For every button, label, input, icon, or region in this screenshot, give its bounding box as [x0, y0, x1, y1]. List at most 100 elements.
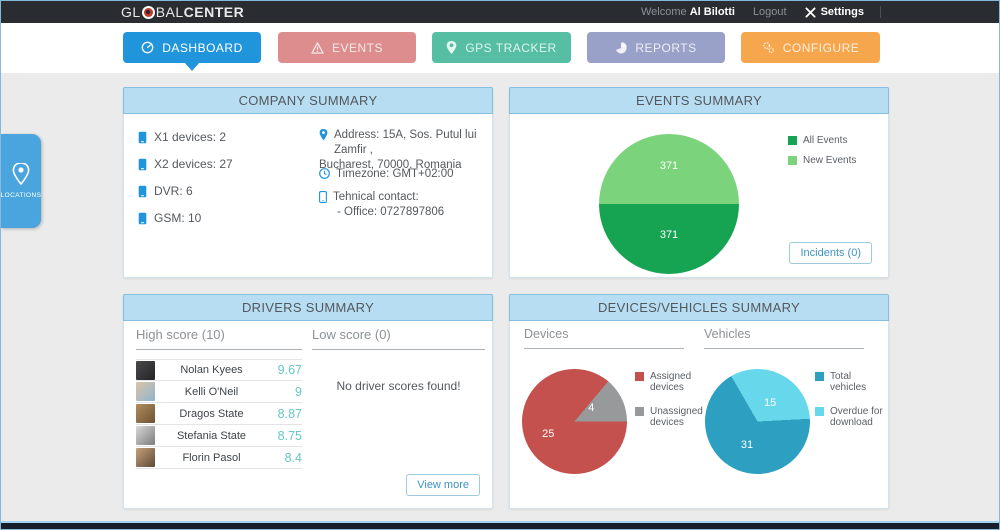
company-item-gsm: GSM: 10	[138, 211, 201, 225]
unassigned-devices-value: 4	[588, 401, 595, 414]
view-more-button[interactable]: View more	[406, 474, 480, 496]
driver-name: Nolan Kyees	[180, 364, 243, 376]
devices-header: Devices	[524, 327, 684, 349]
assigned-devices-label: Assigned devices	[650, 371, 692, 393]
top-bar: GL BAL CENTER Welcome Al Bilotti Logout …	[1, 1, 999, 23]
driver-name: Florin Pasol	[182, 451, 241, 464]
legend-unassigned-devices: Unassigned devices	[635, 406, 706, 428]
driver-row[interactable]: Florin Pasol 8.4	[136, 447, 302, 469]
device-icon	[138, 185, 147, 198]
nav-events-button[interactable]: EVENTS	[278, 32, 416, 63]
company-item-x1: X1 devices: 2	[138, 130, 226, 144]
company-item-x2: X2 devices: 27	[138, 157, 233, 171]
legend-assigned-devices: Assigned devices	[635, 371, 706, 393]
timezone-text: Timezone: GMT+02:00	[336, 168, 454, 180]
new-events-value: 371	[659, 160, 679, 173]
nav-configure-button[interactable]: CONFIGURE	[741, 32, 880, 63]
all-events-label: All Events	[803, 135, 848, 146]
contact-office: - Office: 0727897806	[337, 206, 445, 218]
incidents-button[interactable]: Incidents (0)	[789, 242, 872, 264]
welcome-text: Welcome Al Bilotti	[641, 6, 735, 18]
devices-pie-chart: 25 4	[522, 369, 627, 474]
person-pin-icon	[446, 41, 457, 54]
logo-text-center: CENTER	[183, 4, 245, 20]
company-address: Address: 15A, Sos. Putul lui Zamfir , Bu…	[319, 128, 487, 173]
legend-new-events: New Events	[788, 155, 856, 166]
clock-icon	[319, 168, 330, 179]
all-events-value: 371	[659, 228, 679, 241]
footer-divider	[1, 521, 999, 523]
company-item-dvr: DVR: 6	[138, 184, 193, 198]
logo-text-bal: BAL	[155, 4, 184, 20]
legend-all-events: All Events	[788, 135, 856, 146]
drivers-summary-panel: DRIVERS SUMMARY High score (10) Low scor…	[123, 294, 493, 509]
company-item-x1-label: X1 devices: 2	[154, 130, 227, 144]
active-tab-pointer	[185, 63, 199, 71]
device-icon	[138, 212, 147, 225]
assigned-devices-swatch	[635, 372, 644, 381]
nav-reports-button[interactable]: REPORTS	[587, 32, 725, 63]
driver-avatar	[136, 426, 155, 445]
map-pin-icon	[319, 129, 328, 141]
gears-icon	[762, 41, 775, 54]
username: Al Bilotti	[689, 6, 735, 18]
company-item-dvr-label: DVR: 6	[154, 184, 193, 198]
driver-row[interactable]: Nolan Kyees 9.67	[136, 359, 302, 381]
driver-name: Kelli O'Neil	[184, 385, 239, 398]
driver-score: 8.4	[284, 450, 302, 465]
drivers-summary-title: DRIVERS SUMMARY	[123, 294, 493, 321]
unassigned-devices-swatch	[635, 407, 644, 416]
driver-score: 8.75	[277, 428, 302, 443]
company-contact: Tehnical contact: - Office: 0727897806	[319, 190, 444, 220]
driver-avatar	[136, 382, 155, 401]
nav-dashboard-button[interactable]: DASHBOARD	[123, 32, 261, 63]
new-events-swatch	[788, 156, 797, 165]
devices-vehicles-title: DEVICES/VEHICLES SUMMARY	[509, 294, 889, 321]
company-summary-title: COMPANY SUMMARY	[123, 87, 493, 114]
devices-legend: Assigned devices Unassigned devices	[635, 371, 706, 428]
driver-score: 8.87	[277, 406, 302, 421]
locations-side-tab[interactable]: LOCATIONS	[1, 134, 41, 228]
device-icon	[138, 158, 147, 171]
settings-label: Settings	[820, 6, 864, 18]
overdue-download-swatch	[815, 407, 824, 416]
driver-score: 9	[295, 384, 302, 399]
events-summary-title: EVENTS SUMMARY	[509, 87, 889, 114]
high-score-header: High score (10)	[136, 327, 302, 350]
driver-score: 9.67	[277, 363, 302, 377]
total-vehicles-value: 31	[740, 438, 754, 451]
nav-dashboard-label: DASHBOARD	[162, 40, 243, 55]
app-logo: GL BAL CENTER	[121, 1, 244, 23]
warning-triangle-icon	[311, 41, 324, 54]
company-item-x2-label: X2 devices: 27	[154, 157, 233, 171]
low-score-header: Low score (0)	[312, 327, 485, 350]
tools-icon	[805, 6, 816, 18]
address-line1: Address: 15A, Sos. Putul lui Zamfir ,	[334, 129, 477, 156]
settings-link[interactable]: Settings	[805, 6, 881, 18]
target-icon	[141, 5, 155, 19]
driver-name: Stefania State	[176, 429, 247, 442]
driver-avatar	[136, 404, 155, 423]
locations-tab-label: LOCATIONS	[0, 192, 42, 199]
nav-gps-tracker-button[interactable]: GPS TRACKER	[432, 32, 571, 63]
logout-link[interactable]: Logout	[752, 6, 787, 18]
all-events-swatch	[788, 136, 797, 145]
total-vehicles-label: Total vehicles	[830, 371, 867, 393]
driver-avatar	[136, 360, 155, 380]
legend-total-vehicles: Total vehicles	[815, 371, 886, 393]
contact-label: Tehnical contact:	[333, 191, 419, 203]
driver-row[interactable]: Kelli O'Neil 9	[136, 381, 302, 403]
address-line2: Bucharest, 70000, Romania	[319, 159, 462, 171]
nav-configure-label: CONFIGURE	[782, 40, 860, 55]
legend-overdue-download: Overdue for download	[815, 406, 886, 428]
driver-row[interactable]: Stefania State 8.75	[136, 425, 302, 447]
footer-strip	[1, 523, 999, 529]
vehicles-legend: Total vehicles Overdue for download	[815, 371, 886, 428]
welcome-label: Welcome	[641, 6, 687, 18]
company-item-gsm-label: GSM: 10	[154, 211, 202, 225]
mobile-phone-icon	[319, 191, 327, 203]
nav-gps-tracker-label: GPS TRACKER	[465, 40, 557, 55]
company-summary-panel: COMPANY SUMMARY X1 devices: 2 X2 devices…	[123, 87, 493, 278]
driver-row[interactable]: Dragos State 8.87	[136, 403, 302, 425]
